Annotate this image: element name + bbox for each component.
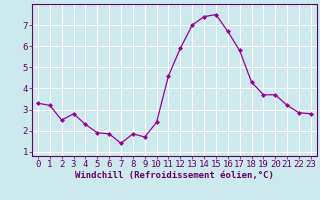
X-axis label: Windchill (Refroidissement éolien,°C): Windchill (Refroidissement éolien,°C) — [75, 171, 274, 180]
